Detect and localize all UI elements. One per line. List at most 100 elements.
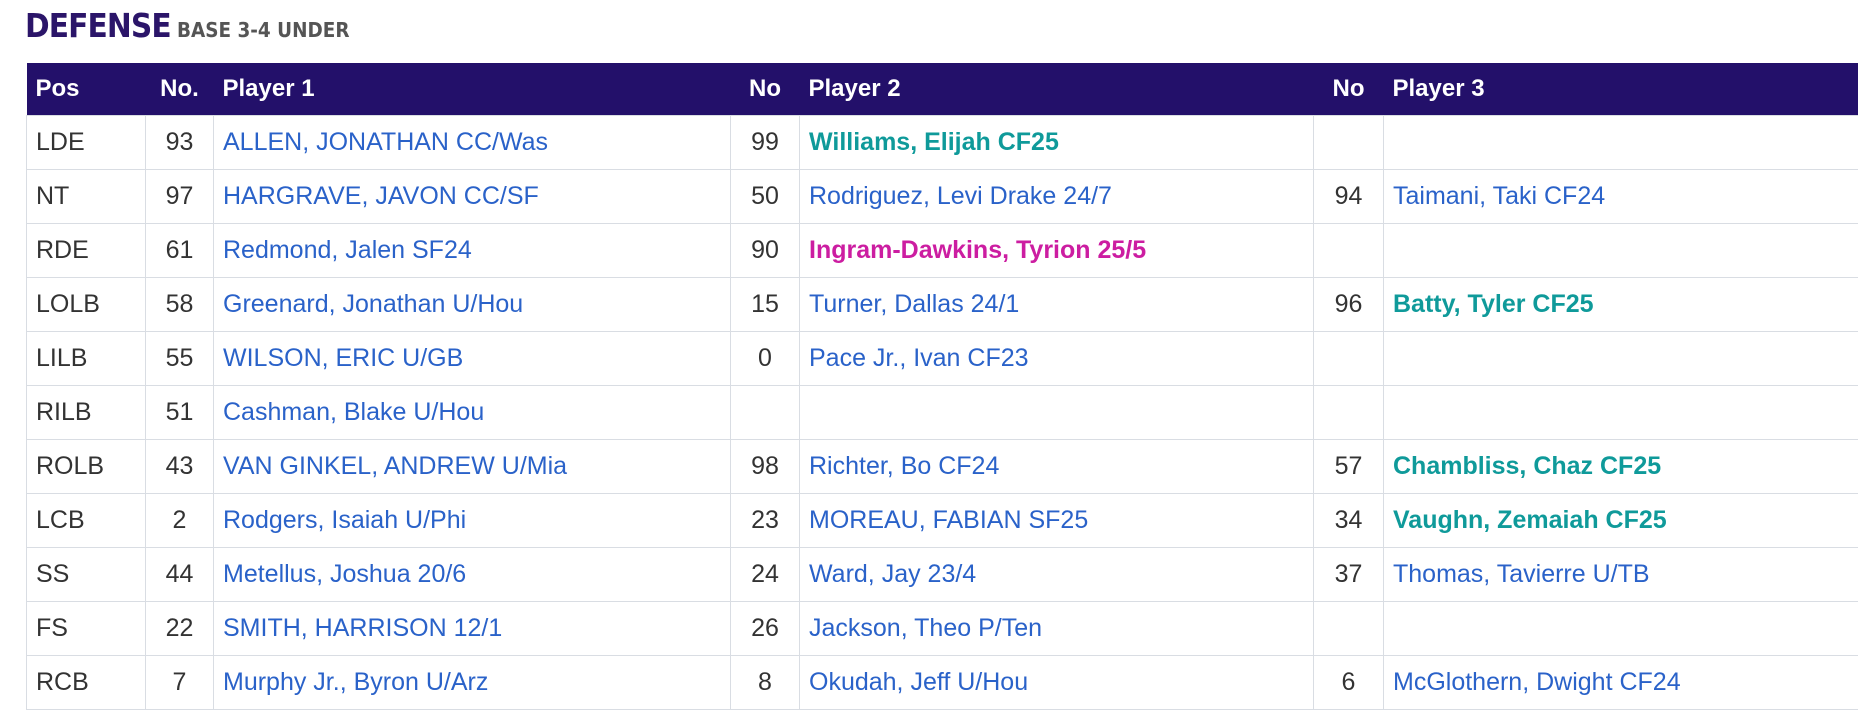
jersey-number-2: 90	[730, 223, 800, 278]
player-3-cell	[1383, 331, 1858, 386]
jersey-number-2: 98	[730, 439, 800, 494]
player-3-cell	[1383, 385, 1858, 440]
player-1-link[interactable]: Rodgers, Isaiah U/Phi	[223, 506, 467, 534]
player-3-link[interactable]: Batty, Tyler CF25	[1393, 290, 1594, 318]
table-row: RILB 51 Cashman, Blake U/Hou	[26, 385, 1858, 440]
player-2-link[interactable]: Pace Jr., Ivan CF23	[809, 344, 1029, 372]
position-cell: LOLB	[26, 277, 146, 332]
header-player2: Player 2	[799, 63, 1314, 116]
table-row: FS 22 SMITH, HARRISON 12/1 26 Jackson, Theo …	[26, 601, 1858, 656]
table-row: RDE 61 Redmond, Jalen SF24 90 Ingram-Dawkins…	[26, 223, 1858, 278]
player-2-link[interactable]: MOREAU, FABIAN SF25	[809, 506, 1089, 534]
table-row: SS 44 Metellus, Joshua 20/6 24 Ward, Jay 23/…	[26, 547, 1858, 602]
player-2-link[interactable]: Richter, Bo CF24	[809, 452, 1000, 480]
player-2-cell: Okudah, Jeff U/Hou	[799, 655, 1314, 710]
player-1-cell: WILSON, ERIC U/GB	[213, 331, 731, 386]
player-1-cell: Murphy Jr., Byron U/Arz	[213, 655, 731, 710]
player-2-link[interactable]: Okudah, Jeff U/Hou	[809, 668, 1029, 696]
player-1-link[interactable]: Greenard, Jonathan U/Hou	[223, 290, 524, 318]
jersey-number-2: 26	[730, 601, 800, 656]
jersey-number-2: 15	[730, 277, 800, 332]
player-2-link[interactable]: Rodriguez, Levi Drake 24/7	[809, 182, 1112, 210]
table-row: NT 97 HARGRAVE, JAVON CC/SF 50 Rodriguez, Le…	[26, 169, 1858, 224]
header-pos: Pos	[26, 63, 146, 116]
player-3-link[interactable]: Taimani, Taki CF24	[1393, 182, 1606, 210]
jersey-number-3	[1313, 385, 1384, 440]
player-1-link[interactable]: Metellus, Joshua 20/6	[223, 560, 467, 588]
header-no2: No	[730, 63, 800, 116]
player-1-cell: VAN GINKEL, ANDREW U/Mia	[213, 439, 731, 494]
table-row: ROLB 43 VAN GINKEL, ANDREW U/Mia 98 Richter,…	[26, 439, 1858, 494]
jersey-number-1: 93	[145, 115, 214, 170]
player-1-link[interactable]: ALLEN, JONATHAN CC/Was	[223, 128, 549, 156]
player-3-cell: McGlothern, Dwight CF24	[1383, 655, 1858, 710]
section-title-main: DEFENSE	[25, 6, 172, 45]
position-cell: LILB	[26, 331, 146, 386]
jersey-number-1: 55	[145, 331, 214, 386]
position-cell: FS	[26, 601, 146, 656]
jersey-number-1: 44	[145, 547, 214, 602]
jersey-number-1: 2	[145, 493, 214, 548]
table-row: LDE 93 ALLEN, JONATHAN CC/Was 99 Williams, E…	[26, 115, 1858, 170]
header-player3: Player 3	[1383, 63, 1858, 116]
position-cell: LDE	[26, 115, 146, 170]
table-row: RCB 7 Murphy Jr., Byron U/Arz 8 Okudah, Jeff…	[26, 655, 1858, 710]
player-1-link[interactable]: Redmond, Jalen SF24	[223, 236, 472, 264]
player-1-link[interactable]: HARGRAVE, JAVON CC/SF	[223, 182, 539, 210]
player-3-cell: Vaughn, Zemaiah CF25	[1383, 493, 1858, 548]
jersey-number-3	[1313, 115, 1384, 170]
player-2-link[interactable]: Ward, Jay 23/4	[809, 560, 977, 588]
jersey-number-3: 94	[1313, 169, 1384, 224]
table-header-row: Pos No. Player 1 No Player 2 No Player 3	[26, 63, 1858, 116]
player-1-cell: Metellus, Joshua 20/6	[213, 547, 731, 602]
player-2-link[interactable]: Jackson, Theo P/Ten	[809, 614, 1043, 642]
player-1-cell: Redmond, Jalen SF24	[213, 223, 731, 278]
player-1-link[interactable]: Murphy Jr., Byron U/Arz	[223, 668, 489, 696]
player-2-cell: Pace Jr., Ivan CF23	[799, 331, 1314, 386]
jersey-number-1: 43	[145, 439, 214, 494]
player-3-link[interactable]: Vaughn, Zemaiah CF25	[1393, 506, 1667, 534]
player-1-link[interactable]: WILSON, ERIC U/GB	[223, 344, 464, 372]
jersey-number-3: 34	[1313, 493, 1384, 548]
jersey-number-1: 51	[145, 385, 214, 440]
jersey-number-3: 6	[1313, 655, 1384, 710]
player-2-link[interactable]: Ingram-Dawkins, Tyrion 25/5	[809, 236, 1147, 264]
position-cell: RCB	[26, 655, 146, 710]
jersey-number-2: 23	[730, 493, 800, 548]
position-cell: RDE	[26, 223, 146, 278]
jersey-number-2: 8	[730, 655, 800, 710]
player-2-cell: Ingram-Dawkins, Tyrion 25/5	[799, 223, 1314, 278]
jersey-number-1: 61	[145, 223, 214, 278]
jersey-number-3: 37	[1313, 547, 1384, 602]
player-3-cell: Thomas, Tavierre U/TB	[1383, 547, 1858, 602]
player-3-cell: Taimani, Taki CF24	[1383, 169, 1858, 224]
jersey-number-1: 97	[145, 169, 214, 224]
player-2-cell: Turner, Dallas 24/1	[799, 277, 1314, 332]
player-1-link[interactable]: VAN GINKEL, ANDREW U/Mia	[223, 452, 568, 480]
player-3-link[interactable]: McGlothern, Dwight CF24	[1393, 668, 1681, 696]
position-cell: RILB	[26, 385, 146, 440]
position-cell: ROLB	[26, 439, 146, 494]
player-2-link[interactable]: Williams, Elijah CF25	[809, 128, 1059, 156]
table-row: LILB 55 WILSON, ERIC U/GB 0 Pace Jr., Ivan C…	[26, 331, 1858, 386]
jersey-number-2: 99	[730, 115, 800, 170]
player-3-cell	[1383, 601, 1858, 656]
player-1-cell: HARGRAVE, JAVON CC/SF	[213, 169, 731, 224]
player-3-cell: Batty, Tyler CF25	[1383, 277, 1858, 332]
player-3-link[interactable]: Thomas, Tavierre U/TB	[1393, 560, 1650, 588]
player-3-cell: Chambliss, Chaz CF25	[1383, 439, 1858, 494]
position-cell: NT	[26, 169, 146, 224]
header-player1: Player 1	[213, 63, 731, 116]
section-title-sub: BASE 3-4 UNDER	[177, 18, 350, 42]
jersey-number-1: 58	[145, 277, 214, 332]
player-2-cell: Richter, Bo CF24	[799, 439, 1314, 494]
jersey-number-2: 24	[730, 547, 800, 602]
player-1-link[interactable]: SMITH, HARRISON 12/1	[223, 614, 503, 642]
player-2-link[interactable]: Turner, Dallas 24/1	[809, 290, 1020, 318]
jersey-number-3: 57	[1313, 439, 1384, 494]
player-2-cell: Ward, Jay 23/4	[799, 547, 1314, 602]
player-1-cell: Rodgers, Isaiah U/Phi	[213, 493, 731, 548]
player-1-link[interactable]: Cashman, Blake U/Hou	[223, 398, 485, 426]
player-3-link[interactable]: Chambliss, Chaz CF25	[1393, 452, 1662, 480]
player-1-cell: SMITH, HARRISON 12/1	[213, 601, 731, 656]
